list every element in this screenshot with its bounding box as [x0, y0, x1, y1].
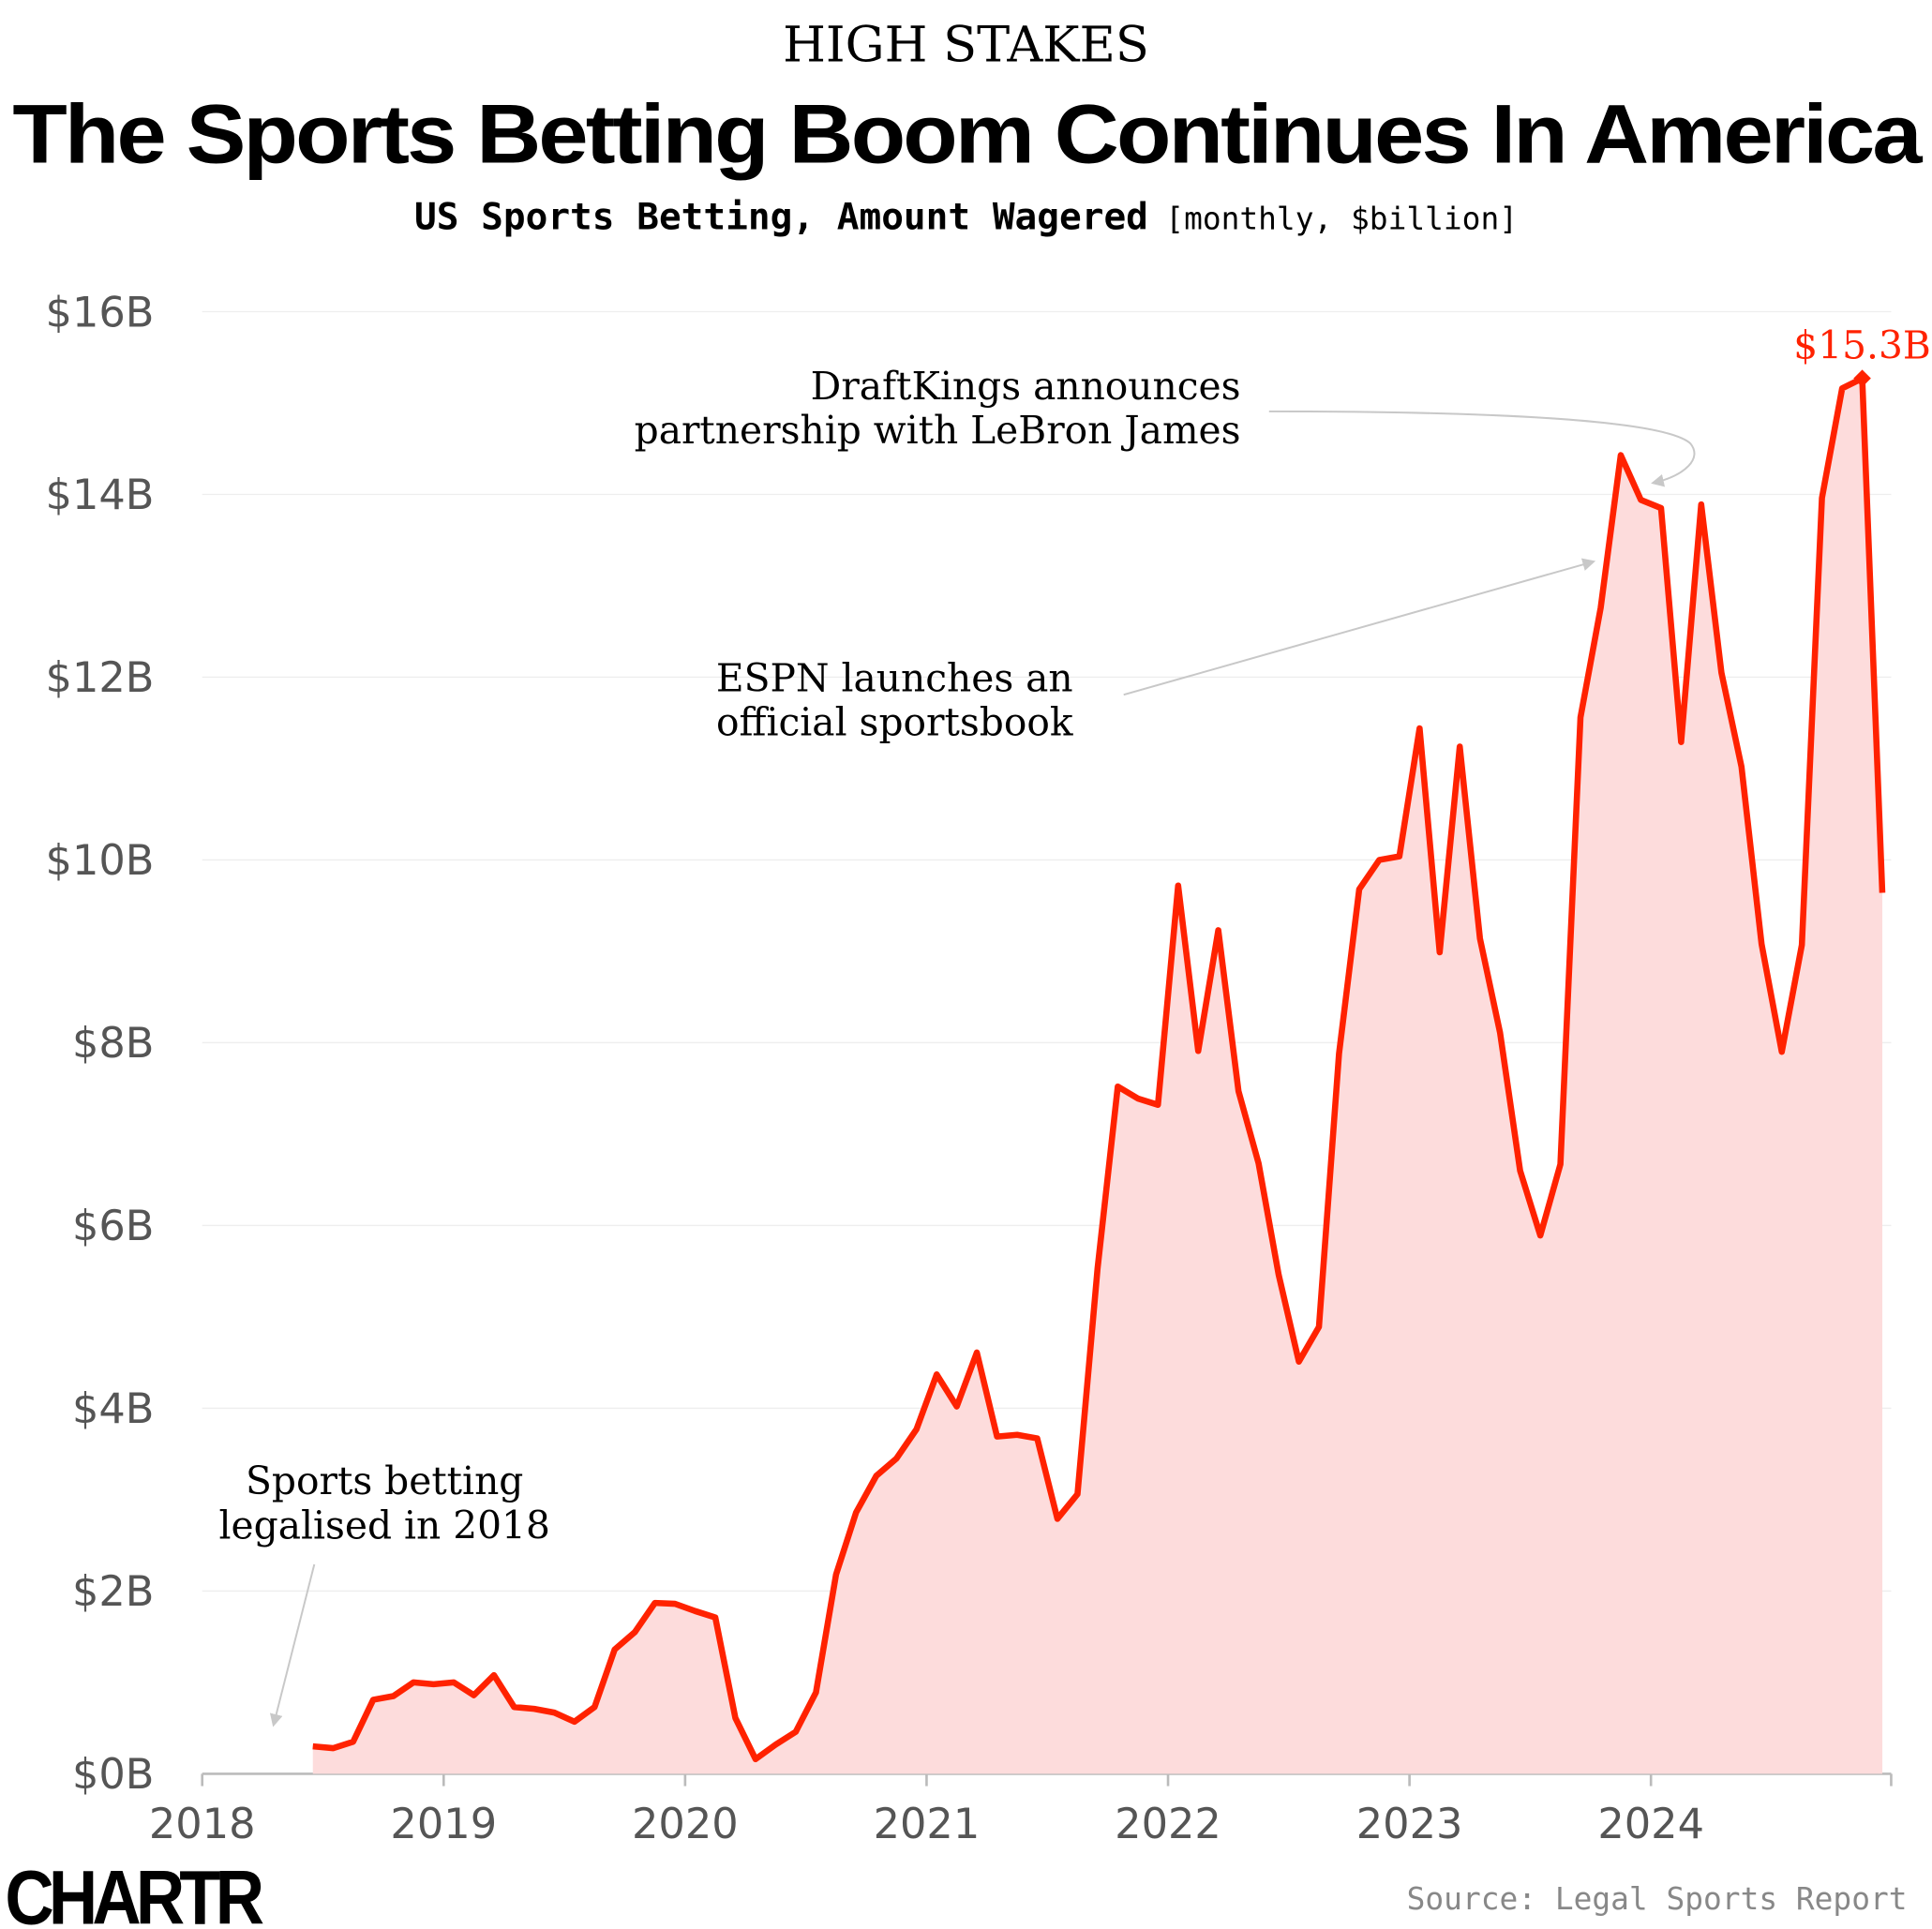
x-tick-label: 2023: [1356, 1800, 1463, 1848]
x-tick-label: 2019: [390, 1800, 497, 1848]
annotation-text: DraftKings announces partnership with LeB…: [635, 364, 1241, 453]
y-tick-label: $0B: [72, 1750, 155, 1799]
annotation-line: official sportsbook: [716, 700, 1073, 745]
chart-title: The Sports Betting Boom Continues In Ame…: [12, 86, 1924, 180]
area-fill: [312, 378, 1883, 1774]
x-tick-label: 2018: [149, 1800, 256, 1848]
y-tick-label: $6B: [72, 1202, 155, 1250]
y-tick-label: $4B: [72, 1384, 155, 1433]
chart-subtitle: US Sports Betting, Amount Wagered [monthl…: [414, 195, 1518, 238]
grid: [202, 310, 1892, 1593]
x-tick-label: 2020: [632, 1800, 739, 1848]
kicker: HIGH STAKES: [783, 17, 1149, 74]
annotation-text: Sports betting legalised in 2018: [219, 1458, 550, 1548]
y-tick-label: $10B: [46, 836, 155, 885]
subtitle-units: [monthly, $billion]: [1165, 201, 1518, 236]
annotation-arrow: [1123, 558, 1596, 696]
annotation-arrow: [269, 1563, 316, 1727]
annotation-line: legalised in 2018: [219, 1503, 550, 1548]
x-axis: 2018 2019 2020 2021 2022 2023 2024: [149, 1772, 1893, 1848]
annotation-line: Sports betting: [246, 1458, 523, 1503]
source-note: Source: Legal Sports Report: [1407, 1881, 1908, 1917]
y-tick-label: $8B: [72, 1019, 155, 1068]
highlight-marker: [1853, 369, 1871, 387]
series-line: [312, 375, 1886, 1763]
highlight-label: $15.3B: [1793, 323, 1931, 368]
subtitle-main: US Sports Betting, Amount Wagered: [414, 195, 1148, 238]
y-tick-label: $2B: [72, 1567, 155, 1616]
y-tick-label: $14B: [46, 471, 155, 519]
y-tick-label: $16B: [46, 288, 155, 336]
annotation-line: DraftKings announces: [811, 364, 1241, 409]
chartr-logo: CHARTR: [5, 1856, 263, 1929]
annotation-arrow: [1268, 410, 1696, 487]
y-axis: $0B $2B $4B $6B $8B $10B $12B $14B $16B: [46, 288, 155, 1799]
annotation-text: ESPN launches an official sportsbook: [716, 655, 1073, 744]
y-tick-label: $12B: [46, 653, 155, 702]
annotation-line: ESPN launches an: [716, 655, 1073, 700]
annotation-line: partnership with LeBron James: [635, 408, 1241, 453]
x-tick-label: 2021: [874, 1800, 981, 1848]
x-tick-label: 2024: [1597, 1800, 1704, 1848]
annotations: Sports betting legalised in 2018 ESPN laun…: [219, 364, 1696, 1727]
x-tick-label: 2022: [1115, 1800, 1221, 1848]
